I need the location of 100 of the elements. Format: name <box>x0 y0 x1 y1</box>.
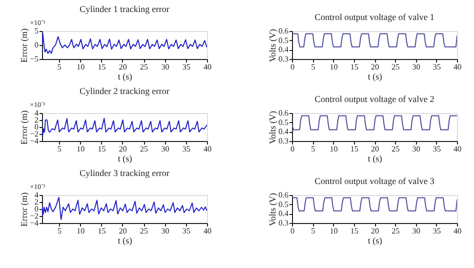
y-tick-label: −5 <box>30 54 38 64</box>
x-tick-label: 35 <box>182 62 190 72</box>
x-tick-label: 35 <box>432 144 441 154</box>
x-tick-label: 25 <box>392 62 400 72</box>
y-tick-label: −4 <box>30 218 38 228</box>
y-tick-label: 2 <box>34 116 38 124</box>
x-tick-label: 40 <box>454 62 462 72</box>
y-tick-label: 4 <box>34 108 38 118</box>
x-tick-label: 35 <box>182 144 190 154</box>
x-tick-label: 15 <box>350 62 358 72</box>
x-tick-label: 5 <box>311 62 316 72</box>
x-tick-label: 20 <box>371 226 379 236</box>
x-tick-label: 0 <box>290 226 294 236</box>
x-tick-label: 15 <box>350 226 358 236</box>
line-series <box>42 196 207 220</box>
x-tick-label: 5 <box>311 144 316 154</box>
y-axis-title: Error (m) <box>18 28 29 63</box>
y-tick-label: 4 <box>34 190 38 200</box>
x-tick-label: 40 <box>454 144 462 154</box>
y-tick-label: 0.5 <box>278 36 288 45</box>
x-tick-label: 25 <box>140 144 148 154</box>
y-axis-title: Error (m) <box>18 192 29 227</box>
x-tick-label: 35 <box>182 226 190 236</box>
x-tick-label: 20 <box>118 226 127 236</box>
y-tick-label: −2 <box>30 212 38 220</box>
line-series <box>42 33 207 54</box>
y-tick-label: 0 <box>34 122 38 132</box>
x-tick-label: 40 <box>204 226 212 236</box>
x-axis-title: t (s) <box>118 236 132 246</box>
x-axis-title: t (s) <box>368 236 382 246</box>
y-tick-label: 0.3 <box>278 136 288 146</box>
y-tick-label: 0.3 <box>278 54 288 64</box>
x-tick-label: 15 <box>98 62 106 72</box>
y-tick-label: 0.4 <box>278 45 288 54</box>
x-tick-label: 10 <box>76 226 85 236</box>
x-tick-label: 25 <box>392 226 400 236</box>
x-axis-title: t (s) <box>368 154 382 164</box>
y-axis-title: Volts (V) <box>268 28 278 62</box>
chart-title: Control output voltage of valve 2 <box>314 94 434 104</box>
x-axis-title: t (s) <box>368 72 382 82</box>
x-tick-label: 20 <box>371 62 379 72</box>
line-series <box>292 115 457 130</box>
x-tick-label: 10 <box>76 144 85 154</box>
x-tick-label: 20 <box>371 144 379 154</box>
y-tick-label: 0.4 <box>278 127 288 136</box>
x-tick-label: 15 <box>98 226 106 236</box>
x-tick-label: 10 <box>330 62 338 72</box>
chart-title: Cylinder 3 tracking error <box>80 168 170 178</box>
x-tick-label: 30 <box>161 144 170 154</box>
y-tick-label: 5 <box>34 26 38 36</box>
x-tick-label: 40 <box>204 62 212 72</box>
x-tick-label: 10 <box>76 62 85 72</box>
x-tick-label: 5 <box>57 144 62 154</box>
x-tick-label: 30 <box>161 226 170 236</box>
y-tick-label: 0.6 <box>278 108 288 118</box>
y-tick-label: 0.6 <box>278 26 288 36</box>
y-tick-label: 0 <box>34 204 38 214</box>
y-tick-label: 2 <box>34 198 38 206</box>
x-tick-label: 30 <box>412 144 420 154</box>
x-tick-label: 35 <box>432 62 441 72</box>
x-tick-label: 25 <box>140 62 148 72</box>
y-tick-label: 0.4 <box>278 209 288 218</box>
x-tick-label: 0 <box>290 144 294 154</box>
line-series <box>292 33 457 48</box>
x-tick-label: 10 <box>330 144 338 154</box>
x-tick-label: 15 <box>350 144 358 154</box>
x-tick-label: 30 <box>412 62 420 72</box>
x-tick-label: 25 <box>392 144 400 154</box>
y-tick-label: 0.5 <box>278 200 288 209</box>
chart-title: Control output voltage of valve 1 <box>314 12 434 22</box>
x-tick-label: 40 <box>204 144 212 154</box>
x-tick-label: 20 <box>118 62 127 72</box>
chart-title: Control output voltage of valve 3 <box>314 176 435 186</box>
x-tick-label: 20 <box>118 144 127 154</box>
y-tick-label: 0.3 <box>278 218 288 228</box>
chart-title: Cylinder 2 tracking error <box>80 86 170 96</box>
x-tick-label: 30 <box>412 226 420 236</box>
x-tick-label: 30 <box>161 62 170 72</box>
line-series <box>292 197 457 212</box>
line-series <box>42 118 207 136</box>
y-tick-label: 0.5 <box>278 118 288 127</box>
x-tick-label: 40 <box>454 226 462 236</box>
y-tick-label: −4 <box>30 136 38 146</box>
y-axis-title: Volts (V) <box>268 192 278 226</box>
x-tick-label: 15 <box>98 144 106 154</box>
x-axis-title: t (s) <box>118 72 132 82</box>
y-tick-label: 0 <box>34 40 38 50</box>
x-tick-label: 35 <box>432 226 441 236</box>
x-tick-label: 0 <box>290 62 294 72</box>
x-tick-label: 10 <box>330 226 338 236</box>
y-tick-label: −2 <box>30 130 38 138</box>
x-axis-title: t (s) <box>118 154 132 164</box>
y-axis-title: Volts (V) <box>268 110 278 144</box>
x-tick-label: 25 <box>140 226 148 236</box>
x-tick-label: 5 <box>57 62 62 72</box>
chart-title: Cylinder 1 tracking error <box>80 4 170 14</box>
y-tick-label: 0.6 <box>278 190 288 200</box>
x-tick-label: 5 <box>311 226 316 236</box>
x-tick-label: 5 <box>57 226 62 236</box>
y-axis-title: Error (m) <box>18 110 29 145</box>
